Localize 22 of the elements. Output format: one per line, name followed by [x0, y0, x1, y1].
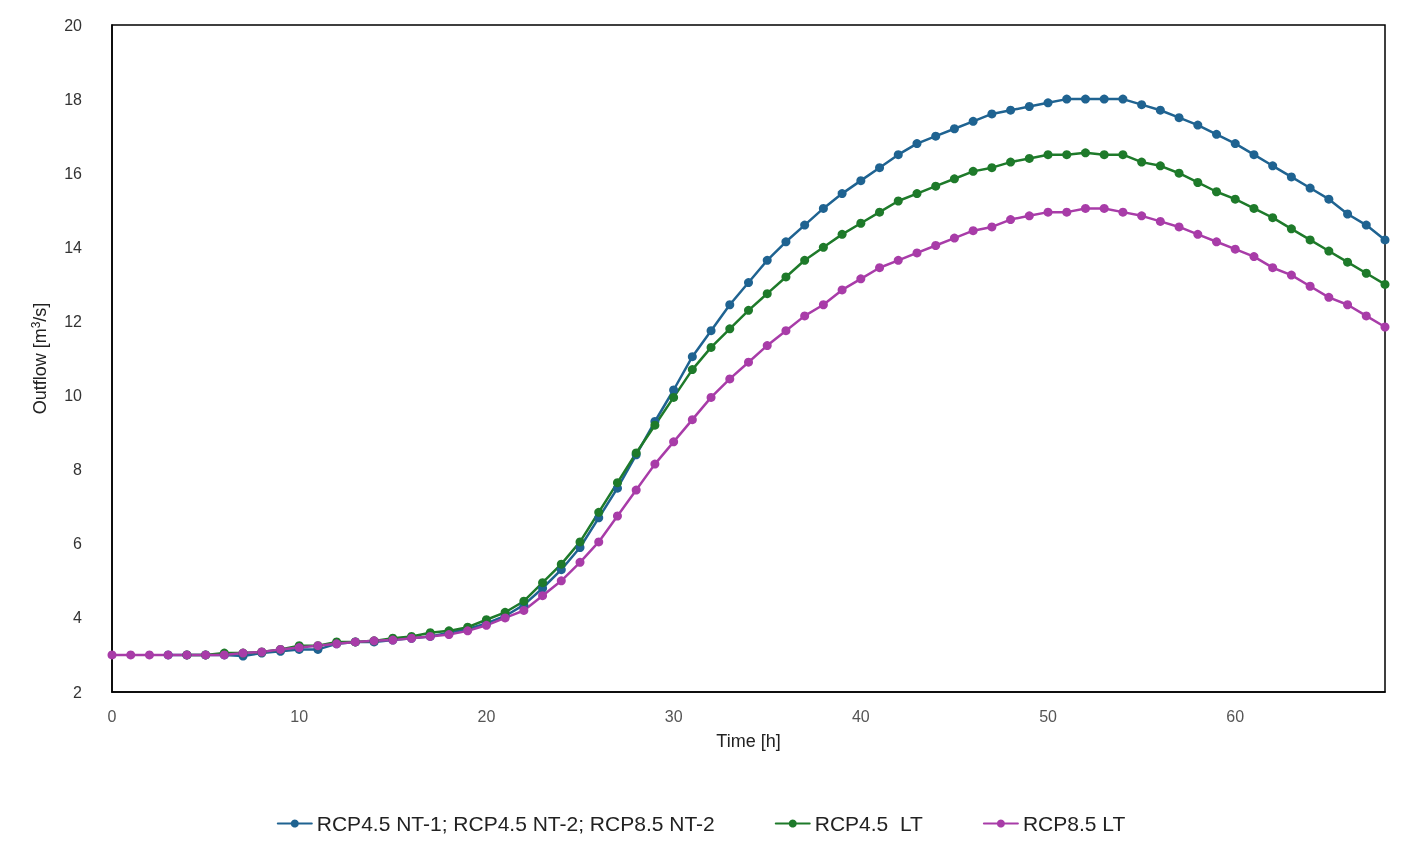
x-tick-label: 10 — [290, 707, 309, 725]
y-tick-label: 12 — [64, 312, 83, 330]
y-tick-label: 14 — [64, 238, 83, 256]
x-tick-label: 0 — [107, 707, 117, 725]
y-tick-label: 4 — [73, 609, 83, 627]
legend-label: RCP4.5 NT-1; RCP4.5 NT-2; RCP8.5 NT-2 — [316, 812, 715, 835]
y-tick-label: 8 — [73, 461, 83, 479]
y-tick-label: 18 — [64, 90, 83, 108]
x-tick-label: 20 — [477, 707, 496, 725]
y-tick-label: 2 — [73, 683, 83, 701]
x-tick-label: 30 — [664, 707, 683, 725]
y-tick-label: 16 — [64, 164, 83, 182]
x-tick-label: 60 — [1226, 707, 1245, 725]
x-tick-label: 50 — [1039, 707, 1058, 725]
x-axis-title: Time [h] — [716, 731, 781, 751]
y-tick-label: 10 — [64, 387, 83, 405]
y-axis-title: Outflow [m3/s] — [29, 302, 50, 415]
legend-label: RCP4.5 LT — [814, 812, 924, 835]
y-tick-label: 20 — [64, 16, 83, 34]
x-tick-label: 40 — [851, 707, 870, 725]
legend-label: RCP8.5 LT — [1022, 812, 1126, 835]
y-tick-label: 6 — [73, 535, 83, 553]
